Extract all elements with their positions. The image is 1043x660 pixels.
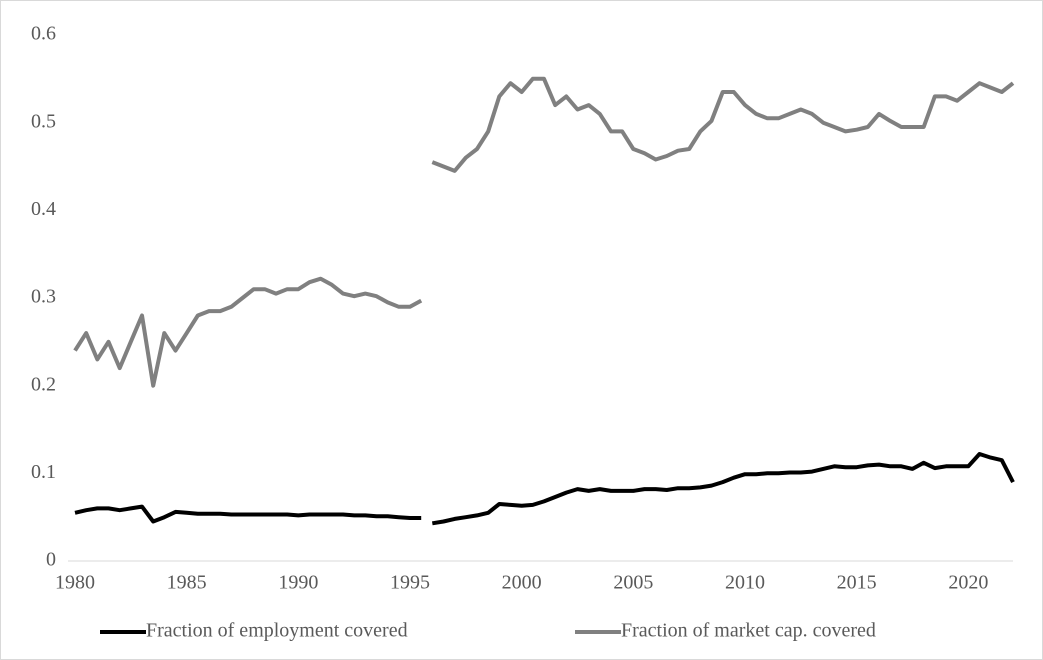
x-tick-label: 2000 (502, 572, 542, 594)
y-tick-label: 0.5 (31, 110, 56, 132)
x-tick-label: 2010 (725, 572, 765, 594)
y-tick-label: 0.2 (31, 373, 56, 395)
y-tick-label: 0.3 (31, 286, 56, 308)
legend-label: Fraction of employment covered (146, 620, 408, 642)
legend-label: Fraction of market cap. covered (621, 620, 876, 642)
y-tick-label: 0 (46, 549, 56, 571)
y-tick-label: 0.6 (31, 23, 56, 45)
x-tick-label: 1980 (55, 572, 95, 594)
x-tick-label: 1985 (167, 572, 207, 594)
y-tick-label: 0.1 (31, 461, 56, 483)
x-tick-label: 1995 (390, 572, 430, 594)
x-tick-label: 1990 (278, 572, 318, 594)
series-line (74, 452, 1015, 526)
y-tick-label: 0.4 (31, 198, 56, 220)
x-tick-label: 2015 (837, 572, 877, 594)
series-line (73, 76, 1015, 388)
x-tick-label: 2020 (948, 572, 988, 594)
x-tick-label: 2005 (613, 572, 653, 594)
